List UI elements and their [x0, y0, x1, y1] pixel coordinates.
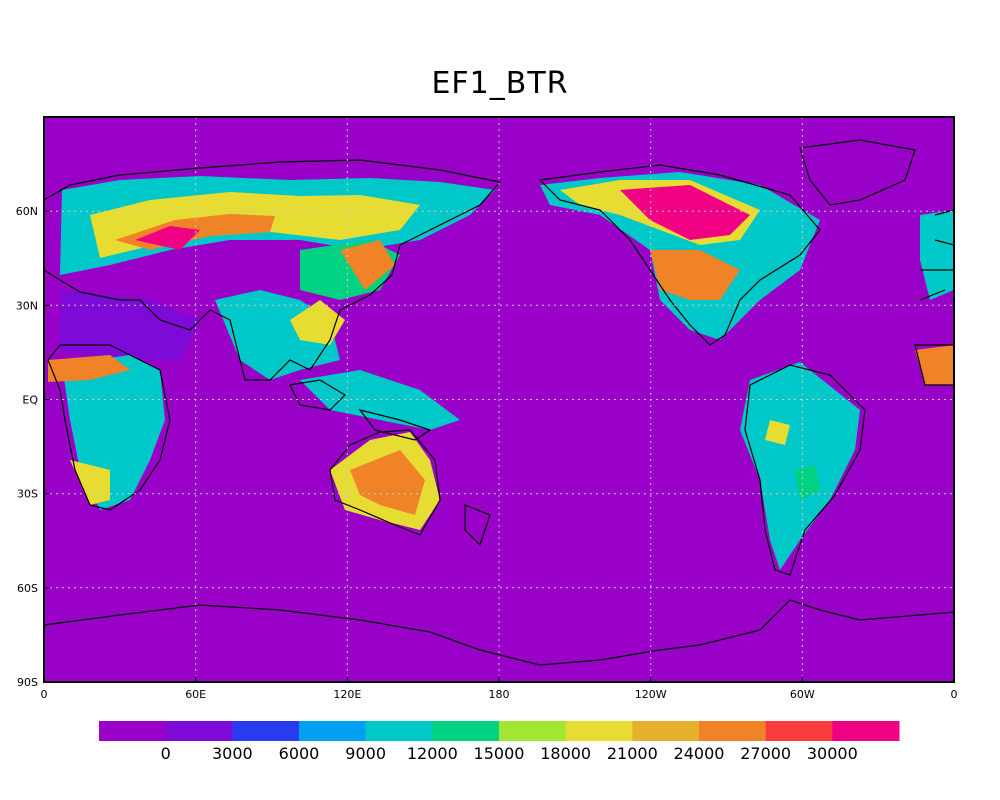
colorbar-swatch	[99, 721, 167, 741]
lat-tick-label: 90S	[17, 676, 38, 689]
colorbar-label: 24000	[674, 744, 725, 763]
colorbar-label: 27000	[740, 744, 791, 763]
lon-tick-label: 120W	[635, 688, 667, 701]
lat-tick-label: 30N	[16, 299, 38, 312]
colorbar-swatch	[432, 721, 500, 741]
map-plot-area	[44, 117, 954, 682]
lat-tick-label: 60N	[16, 205, 38, 218]
coastlines	[44, 139, 954, 666]
colorbar-swatch	[699, 721, 767, 741]
colorbar-label: 18000	[540, 744, 591, 763]
colorbar-swatch	[365, 721, 433, 741]
lat-axis: EQ 30N 60N 30S 60S 90S	[16, 205, 50, 689]
lon-tick-label: 180	[489, 688, 510, 701]
page-title: EF1_BTR	[431, 66, 569, 101]
colorbar-swatch	[165, 721, 233, 741]
colorbar-swatch	[299, 721, 367, 741]
lon-tick-label: 120E	[333, 688, 361, 701]
lat-tick-label: 30S	[17, 488, 38, 501]
colorbar-label: 9000	[345, 744, 386, 763]
lat-tick-label: EQ	[22, 394, 38, 407]
colorbar-label: 6000	[279, 744, 320, 763]
colorbar-swatch	[765, 721, 833, 741]
lon-tick-label: 0	[951, 688, 958, 701]
colorbar: 0 3000 6000 9000 12000 15000 18000 21000 24000 27…	[99, 721, 900, 763]
colorbar-label: 15000	[474, 744, 525, 763]
colorbar-label: 12000	[407, 744, 458, 763]
lat-tick-label: 60S	[17, 582, 38, 595]
colorbar-label: 3000	[212, 744, 253, 763]
colorbar-label: 21000	[607, 744, 658, 763]
lon-axis: 0 60E 120E 180 120W 60W 0	[41, 676, 958, 701]
colorbar-swatch	[832, 721, 900, 741]
colorbar-swatch	[565, 721, 633, 741]
colorbar-label: 0	[161, 744, 171, 763]
colorbar-swatch	[499, 721, 567, 741]
lon-tick-label: 0	[41, 688, 48, 701]
colorbar-swatch	[232, 721, 300, 741]
lon-tick-label: 60W	[790, 688, 815, 701]
graticule	[44, 117, 954, 682]
colorbar-label: 30000	[807, 744, 858, 763]
shaded-field	[48, 140, 954, 570]
lon-tick-label: 60E	[185, 688, 206, 701]
colorbar-swatch	[632, 721, 700, 741]
